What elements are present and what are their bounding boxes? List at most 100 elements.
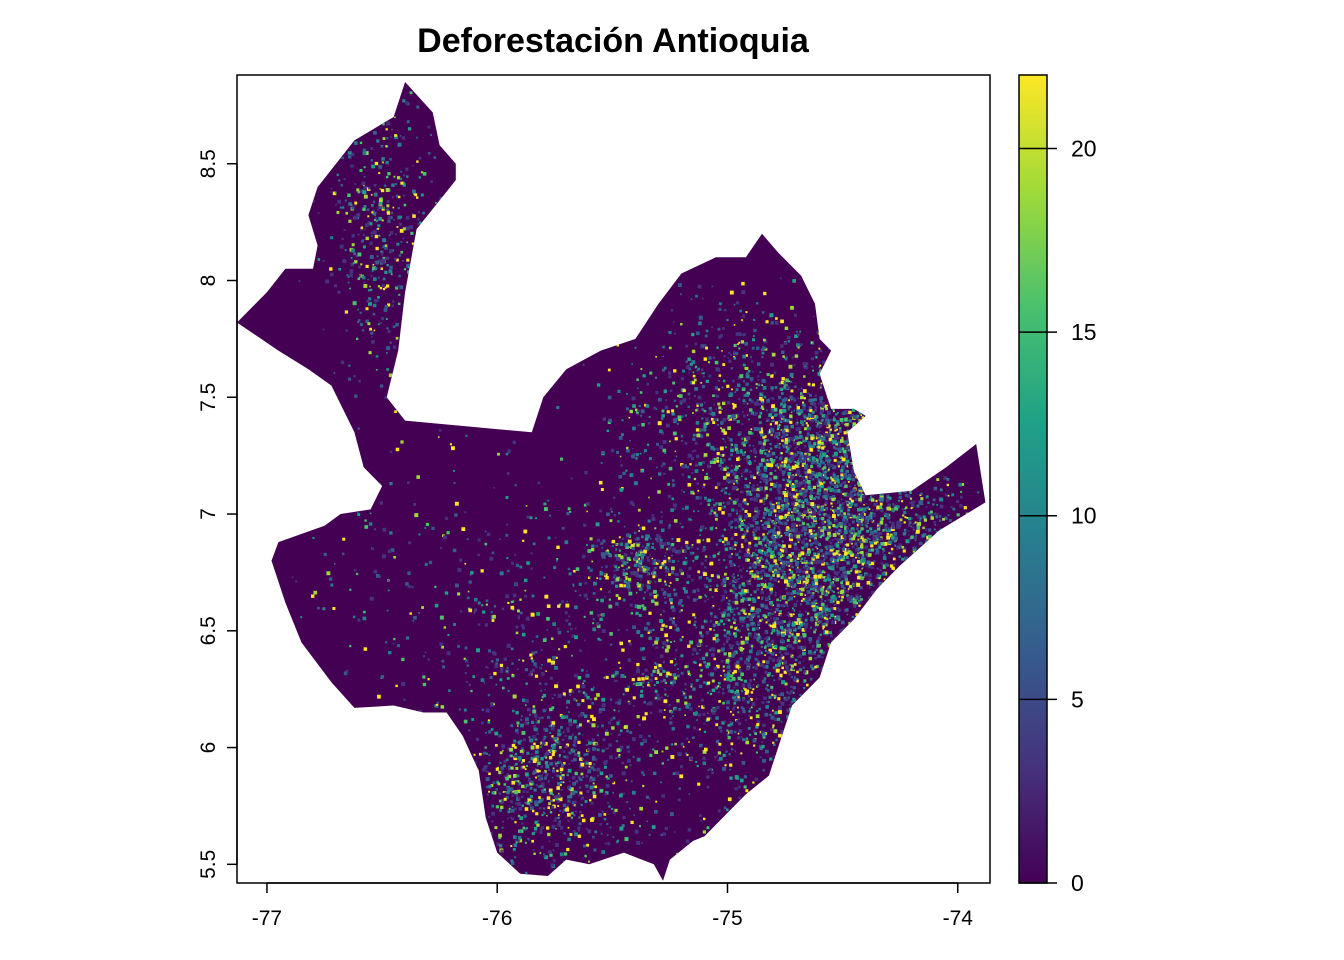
raster-cell [820,600,823,603]
raster-cell [804,488,809,493]
raster-cell [716,739,720,743]
raster-cell [697,395,702,400]
raster-cell [717,589,719,591]
raster-cell [792,590,796,594]
raster-cell [661,516,663,518]
raster-cell [811,567,815,570]
raster-cell [830,434,835,438]
raster-cell [728,416,733,421]
raster-cell [510,861,515,865]
raster-cell [817,445,821,449]
raster-cell [760,433,764,437]
raster-cell [836,428,838,431]
raster-cell [699,678,701,681]
raster-cell [831,590,834,592]
raster-cell [787,579,792,584]
raster-cell [699,528,703,532]
raster-cell [818,575,822,579]
raster-cell [860,500,863,504]
raster-cell [858,604,861,607]
raster-cell [531,832,535,836]
raster-cell [894,629,898,632]
raster-cell [847,370,851,373]
raster-cell [699,728,701,731]
raster-cell [838,521,843,526]
raster-cell [910,594,915,599]
raster-cell [807,448,811,452]
raster-cell [803,397,806,400]
raster-cell [874,434,878,438]
raster-cell [719,756,723,761]
raster-cell [803,510,807,515]
raster-cell [748,558,750,561]
raster-cell [893,581,897,585]
raster-cell [580,803,583,807]
raster-cell [870,385,873,388]
raster-cell [606,823,609,826]
raster-cell [524,841,527,844]
raster-cell [716,367,721,372]
raster-cell [780,404,783,407]
raster-cell [797,553,802,558]
raster-cell [824,592,829,597]
raster-cell [802,362,807,366]
raster-cell [731,654,735,658]
raster-cell [893,569,896,572]
raster-cell [621,433,624,436]
raster-cell [511,817,515,821]
raster-cell [807,409,810,412]
raster-cell [788,475,792,479]
raster-cell [781,461,784,464]
raster-cell [816,505,820,509]
raster-cell [661,623,665,627]
raster-cell [816,454,818,457]
raster-cell [822,555,825,557]
raster-cell [762,346,765,349]
raster-cell [849,598,854,603]
raster-cell [780,595,783,598]
raster-cell [787,336,791,340]
raster-cell [770,632,773,635]
raster-cell [848,621,852,626]
raster-cell [722,458,726,463]
raster-cell [872,489,876,493]
raster-cell [814,613,818,617]
raster-cell [901,481,904,485]
raster-cell [810,591,813,595]
raster-cell [633,481,638,486]
raster-cell [840,367,843,369]
raster-cell [847,473,852,478]
raster-cell [905,447,910,451]
raster-cell [830,380,833,383]
raster-cell [846,389,851,393]
raster-cell [858,464,862,468]
raster-cell [779,625,784,629]
raster-cell [749,388,753,392]
raster-cell [782,596,787,600]
raster-cell [703,620,706,623]
raster-cell [794,530,798,534]
raster-cell [916,612,919,615]
raster-cell [505,776,510,781]
raster-cell [812,561,816,564]
raster-cell [756,710,759,712]
raster-cell [901,422,904,425]
raster-cell [846,590,849,593]
raster-cell [753,318,756,321]
raster-cell [819,374,822,377]
raster-cell [787,507,791,512]
raster-cell [891,432,893,435]
raster-cell [749,678,753,682]
raster-cell [544,791,547,794]
raster-cell [669,440,671,443]
raster-cell [809,384,813,387]
raster-cell [862,425,866,429]
raster-cell [806,415,809,418]
raster-cell [797,566,799,569]
raster-cell [835,577,840,582]
raster-cell [702,749,707,754]
raster-cell [813,506,816,509]
raster-cell [908,570,913,575]
raster-cell [812,616,814,618]
raster-cell [763,551,767,554]
